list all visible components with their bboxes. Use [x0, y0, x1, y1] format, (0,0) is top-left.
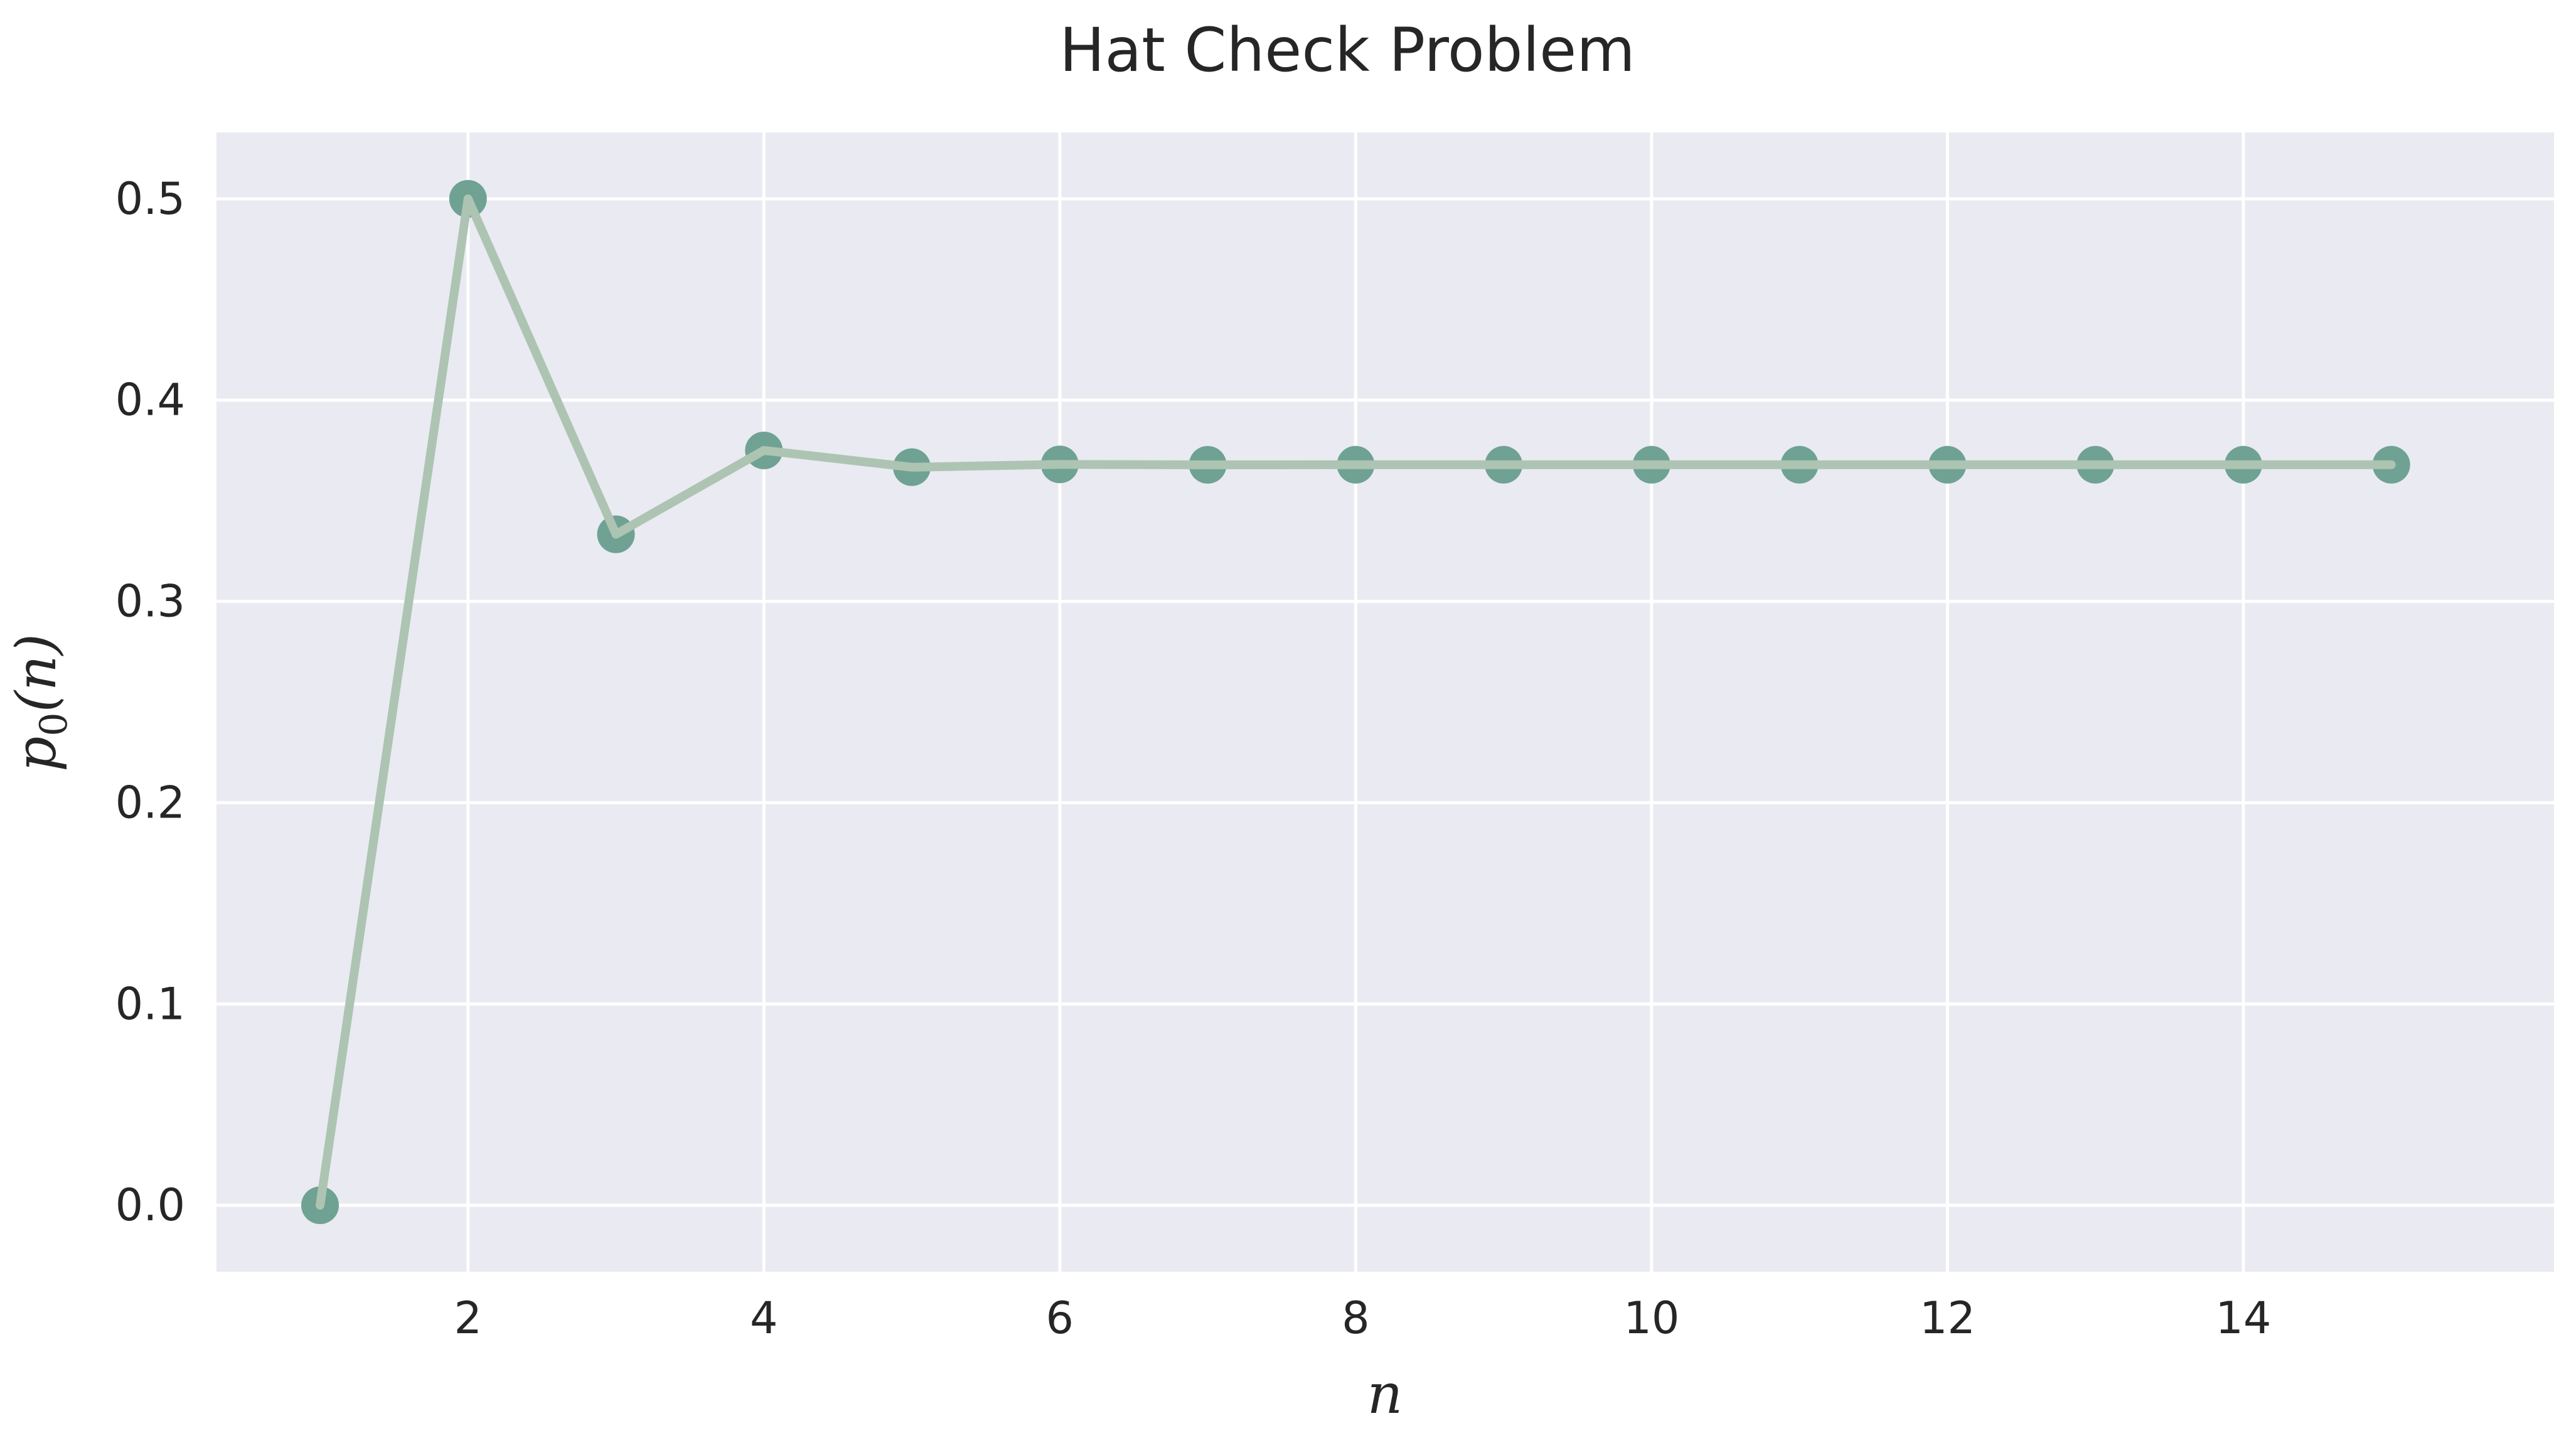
grid	[216, 132, 2554, 1272]
x-tick-label: 2	[454, 1292, 483, 1344]
x-tick-label: 12	[1920, 1292, 1975, 1344]
x-tick-label: 14	[2215, 1292, 2271, 1344]
chart-title: Hat Check Problem	[1059, 15, 1635, 85]
y-axis-label-main: p	[4, 737, 68, 772]
y-axis-label-tail: (n)	[4, 634, 68, 712]
y-tick-labels: 0.0 0.1 0.2 0.3 0.4 0.5	[115, 173, 185, 1231]
x-axis-label: n	[1367, 1361, 1403, 1426]
y-tick-label: 0.1	[115, 978, 185, 1030]
x-tick-label: 8	[1342, 1292, 1370, 1344]
y-tick-label: 0.0	[115, 1179, 185, 1231]
x-tick-label: 10	[1623, 1292, 1679, 1344]
y-axis-label: p0(n)	[4, 634, 76, 772]
x-tick-labels: 2 4 6 8 10 12 14	[454, 1292, 2272, 1344]
y-axis-label-subscript: 0	[32, 712, 76, 736]
y-tick-label: 0.5	[115, 173, 185, 225]
x-tick-label: 6	[1046, 1292, 1074, 1344]
y-tick-label: 0.3	[115, 576, 185, 627]
series-line	[316, 194, 2396, 1210]
series	[301, 179, 2410, 1225]
y-tick-label: 0.4	[115, 375, 185, 426]
y-tick-label: 0.2	[115, 777, 185, 828]
plot-area	[216, 132, 2554, 1272]
x-tick-label: 4	[750, 1292, 778, 1344]
